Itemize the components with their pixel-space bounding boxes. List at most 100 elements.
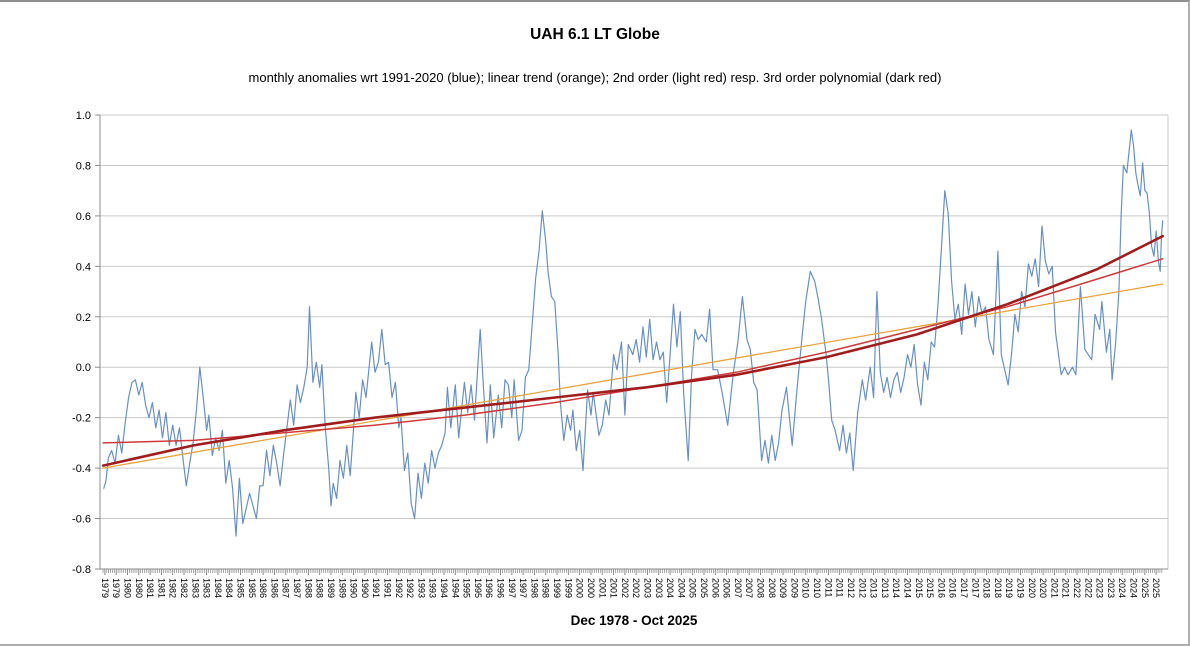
x-tick-label: 1982 <box>179 578 189 598</box>
x-tick-label: 2011 <box>835 578 845 597</box>
x-tick-label: 1997 <box>507 578 517 598</box>
x-tick-label: 2017 <box>959 578 969 598</box>
x-tick-label: 2024 <box>1117 578 1127 598</box>
x-tick-label: 1998 <box>529 578 539 598</box>
x-tick-label: 2008 <box>756 578 766 598</box>
series-monthly-anomalies <box>103 129 1164 537</box>
x-tick-label: 1981 <box>156 578 166 598</box>
x-tick-label: 2024 <box>1129 578 1139 598</box>
x-tick-label: 2016 <box>936 578 946 598</box>
x-tick-label: 2023 <box>1106 578 1116 598</box>
x-tick-label: 1981 <box>145 578 155 598</box>
y-tick-label: 0.0 <box>76 362 91 374</box>
x-tick-label: 2005 <box>699 578 709 598</box>
x-tick-label: 2021 <box>1061 578 1071 598</box>
series-2nd-order-polynomial <box>102 258 1164 444</box>
x-tick-label: 1993 <box>416 578 426 598</box>
x-tick-label: 2000 <box>586 578 596 598</box>
chart-title: UAH 6.1 LT Globe <box>530 26 660 43</box>
x-tick-label: 2013 <box>869 578 879 598</box>
x-axis-labels: 1979 1979 1980 1980 1981 1981 1982 1982 1983 1983… <box>100 578 1161 598</box>
x-tick-label: 1986 <box>269 578 279 598</box>
x-tick-label: 2003 <box>654 578 664 598</box>
y-tick-label: -0.8 <box>72 564 91 576</box>
x-tick-label: 1999 <box>563 578 573 598</box>
x-tick-label: 2011 <box>823 578 833 597</box>
x-tick-label: 2013 <box>880 578 890 598</box>
x-tick-label: 2014 <box>902 578 912 598</box>
x-tick-label: 2007 <box>733 578 743 598</box>
x-tick-label: 1989 <box>326 578 336 598</box>
x-tick-label: 1999 <box>552 578 562 598</box>
x-tick-label: 2020 <box>1027 578 1037 598</box>
x-tick-label: 2006 <box>722 578 732 598</box>
x-tick-label: 2007 <box>744 578 754 598</box>
x-tick-label: 2014 <box>891 578 901 598</box>
x-tick-label: 2006 <box>710 578 720 598</box>
x-tick-label: 1997 <box>518 578 528 598</box>
y-tick-label: 0.4 <box>76 261 91 273</box>
x-tick-label: 2019 <box>1016 578 1026 598</box>
x-tick-label: 1988 <box>303 578 313 598</box>
x-tick-label: 1998 <box>541 578 551 598</box>
y-tick-label: 0.6 <box>76 211 91 223</box>
x-tick-label: 2023 <box>1095 578 1105 598</box>
x-tick-label: 2008 <box>767 578 777 598</box>
x-tick-label: 1983 <box>202 578 212 598</box>
x-tick-label: 1985 <box>236 578 246 598</box>
x-tick-label: 1984 <box>224 578 234 598</box>
x-tick-label: 2003 <box>642 578 652 598</box>
x-tick-label: 2010 <box>812 578 822 598</box>
chart-subtitle: monthly anomalies wrt 1991-2020 (blue); … <box>248 70 942 85</box>
x-tick-label: 1995 <box>473 578 483 598</box>
x-tick-label: 1996 <box>496 578 506 598</box>
y-tick-label: 1.0 <box>76 110 91 122</box>
x-tick-label: 1979 <box>111 578 121 598</box>
x-tick-label: 2002 <box>631 578 641 598</box>
x-tick-label: 1992 <box>394 578 404 598</box>
x-tick-label: 2021 <box>1049 578 1059 598</box>
series-linear-trend <box>102 283 1164 469</box>
x-tick-label: 2005 <box>688 578 698 598</box>
x-tick-label: 1984 <box>213 578 223 598</box>
x-tick-label: 2025 <box>1140 578 1150 598</box>
x-tick-label: 1996 <box>484 578 494 598</box>
x-tick-label: 1979 <box>100 578 110 598</box>
x-tick-label: 1985 <box>247 578 257 598</box>
x-tick-label: 2012 <box>857 578 867 598</box>
x-tick-label: 2019 <box>1004 578 1014 598</box>
x-tick-label: 2002 <box>620 578 630 598</box>
x-tick-label: 2010 <box>801 578 811 598</box>
series-3rd-order-polynomial <box>101 234 1164 467</box>
x-axis-title: Dec 1978 - Oct 2025 <box>570 613 698 628</box>
x-tick-label: 2004 <box>665 578 675 598</box>
axis-lines <box>99 115 1168 570</box>
x-tick-label: 2025 <box>1151 578 1161 598</box>
x-tick-label: 1995 <box>462 578 472 598</box>
x-tick-label: 2022 <box>1072 578 1082 598</box>
x-tick-label: 1980 <box>134 578 144 598</box>
y-tick-label: -0.2 <box>72 413 91 425</box>
x-tick-label: 1989 <box>337 578 347 598</box>
x-tick-label: 1987 <box>292 578 302 598</box>
x-tick-label: 2009 <box>778 578 788 598</box>
x-tick-label: 2012 <box>846 578 856 598</box>
x-axis-ticks <box>102 569 1163 575</box>
x-tick-label: 1991 <box>382 578 392 598</box>
x-tick-label: 1991 <box>371 578 381 598</box>
x-tick-label: 1990 <box>349 578 359 598</box>
x-tick-label: 2020 <box>1038 578 1048 598</box>
y-tick-label: 0.8 <box>76 160 91 172</box>
x-tick-label: 2000 <box>575 578 585 598</box>
x-tick-label: 1993 <box>428 578 438 598</box>
gridlines <box>100 114 1169 570</box>
x-tick-label: 2017 <box>970 578 980 598</box>
x-tick-label: 2001 <box>597 578 607 598</box>
x-tick-label: 2004 <box>676 578 686 598</box>
y-tick-label: -0.6 <box>72 514 91 526</box>
x-tick-label: 1980 <box>122 578 132 598</box>
x-tick-label: 2018 <box>993 578 1003 598</box>
y-tick-label: -0.4 <box>72 463 91 475</box>
